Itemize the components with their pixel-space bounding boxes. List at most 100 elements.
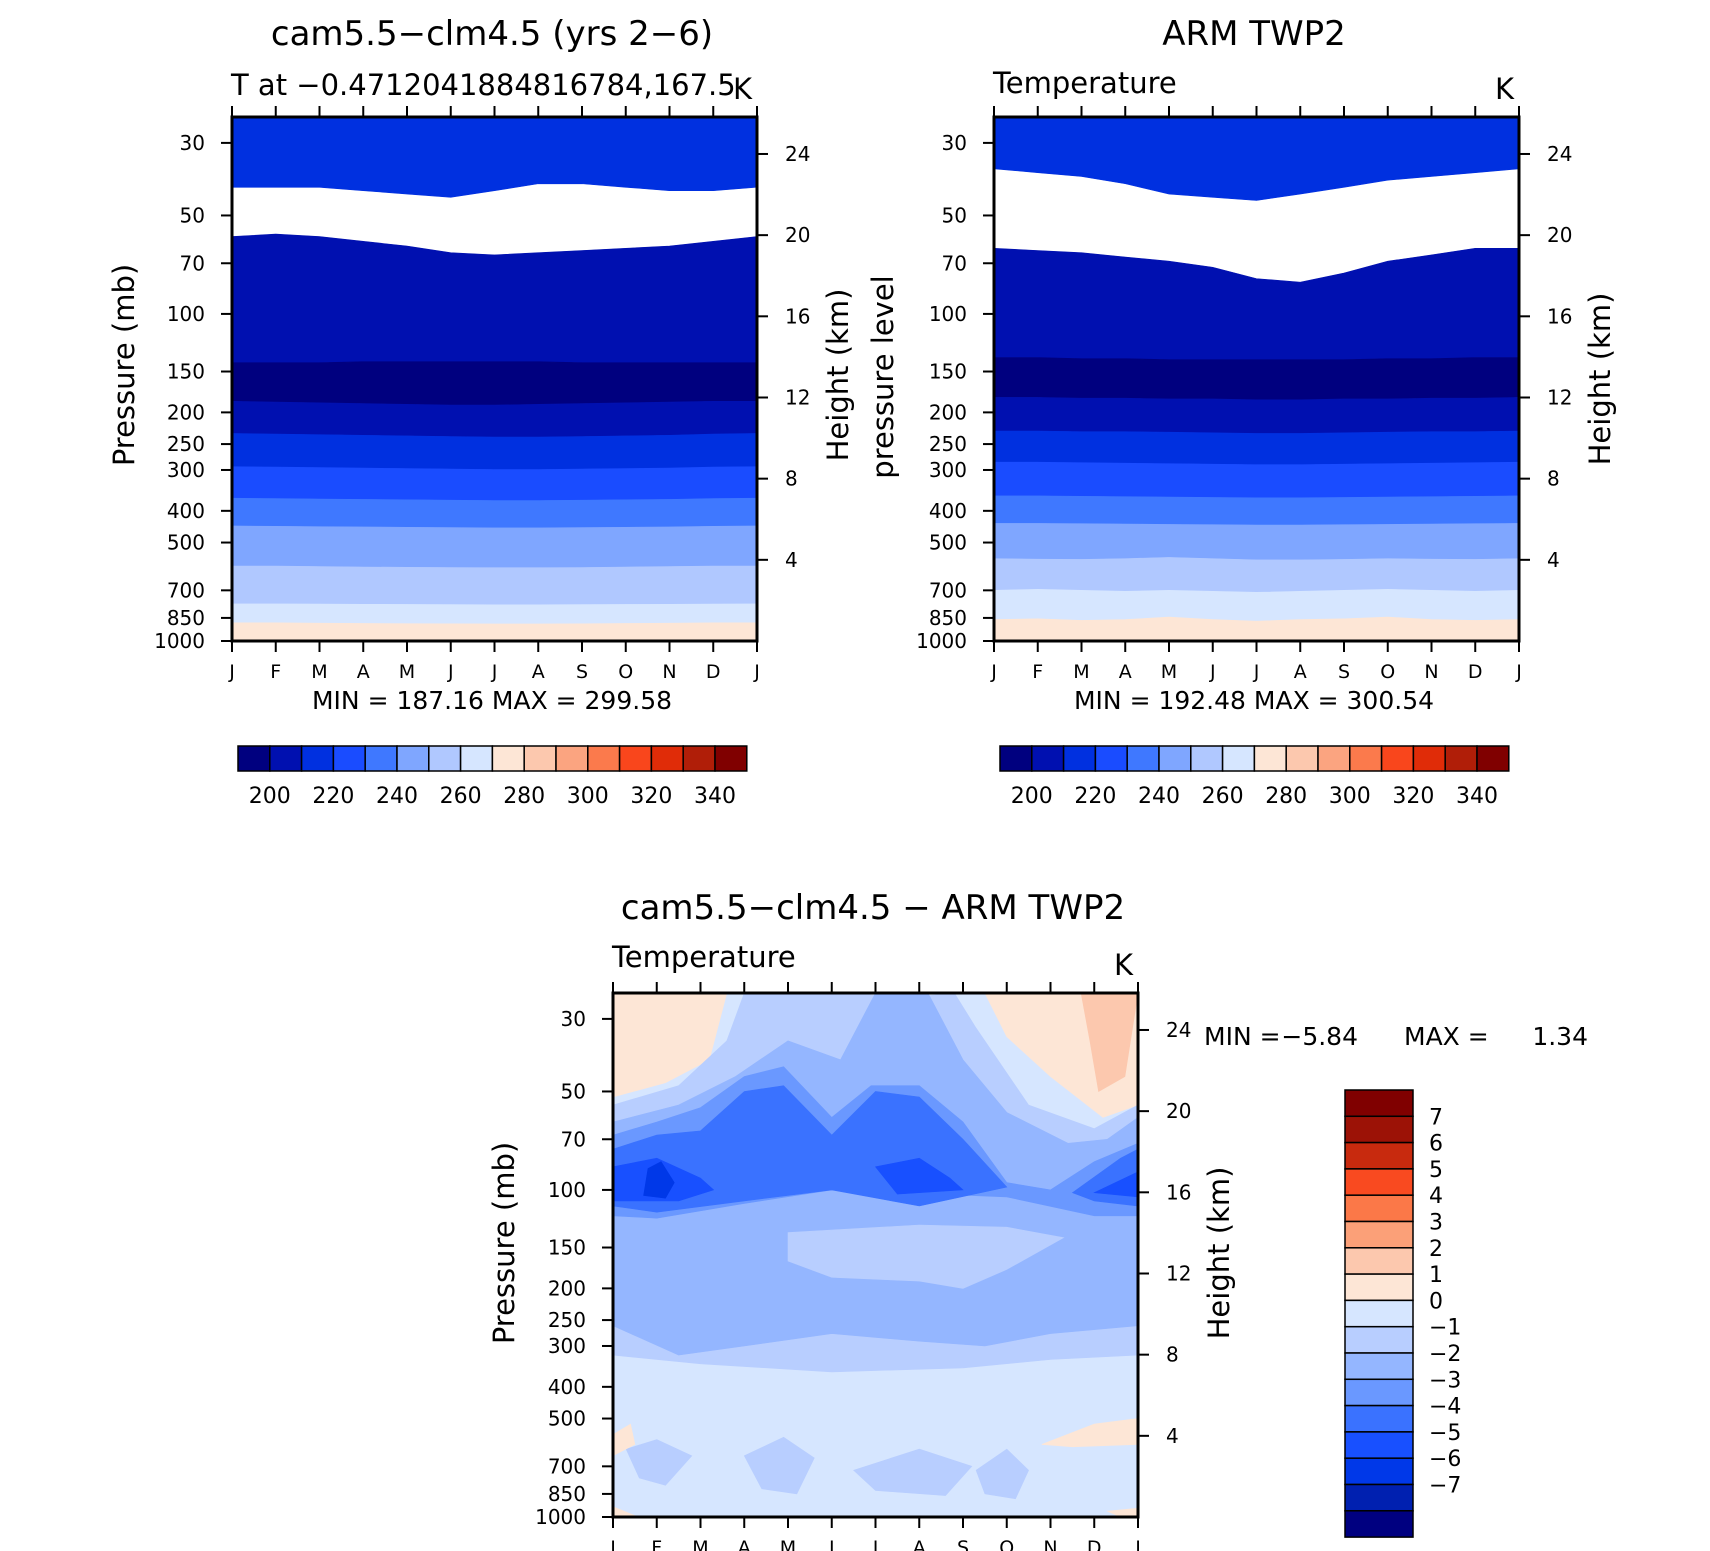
obs-xtick-label: J <box>1253 661 1260 683</box>
model-colorbar-label: 260 <box>440 784 482 809</box>
obs-ytick-label: 150 <box>929 360 967 384</box>
diff-max-value: 1.34 <box>1532 1022 1588 1051</box>
obs-colorbar-label: 220 <box>1074 784 1116 809</box>
diff-ytick-label: 700 <box>548 1454 586 1478</box>
model-y2tick-label: 4 <box>785 548 798 572</box>
obs-colorbar: 200 220 240 260 280 300 320 340 <box>999 745 1510 809</box>
diff-colorbar-box <box>1344 1168 1414 1196</box>
panel-model: cam5.5−clm4.5 (yrs 2−6) T at −0.47120418… <box>107 14 855 809</box>
diff-colorbar-box <box>1344 1220 1414 1249</box>
model-xtick-label: A <box>357 661 370 683</box>
obs-units: K <box>1495 72 1515 106</box>
obs-band-5 <box>993 461 1520 499</box>
diff-y2tick-label: 8 <box>1166 1343 1179 1367</box>
diff-min-label: MIN = <box>1204 1022 1281 1051</box>
obs-colorbar-label: 260 <box>1202 784 1244 809</box>
model-ytick-label: 50 <box>180 203 205 227</box>
obs-colorbar-box <box>1444 745 1478 772</box>
model-ytick-label: 400 <box>167 499 205 523</box>
diff-contour-plot <box>612 992 1139 1518</box>
model-title: cam5.5−clm4.5 (yrs 2−6) <box>271 14 713 54</box>
diff-xtick-label: S <box>957 1537 969 1551</box>
diff-colorbar-label: 0 <box>1429 1289 1443 1314</box>
model-colorbar: 200 220 240 260 280 300 320 340 <box>237 745 748 809</box>
obs-ytick-label: 70 <box>942 251 967 275</box>
model-ytick-label: 250 <box>167 432 205 456</box>
obs-colorbar-box <box>1126 745 1160 772</box>
model-ytick-label: 150 <box>167 360 205 384</box>
model-colorbar-label: 340 <box>694 784 736 809</box>
model-band-7 <box>231 525 758 569</box>
diff-title: cam5.5−clm4.5 − ARM TWP2 <box>621 888 1125 928</box>
model-ylabel: Pressure (mb) <box>107 264 141 466</box>
model-band-4 <box>231 433 758 470</box>
diff-colorbar-label: −1 <box>1429 1316 1461 1341</box>
model-xtick-label: D <box>706 661 721 683</box>
model-band-5 <box>231 466 758 501</box>
obs-y2label: Height (km) <box>1583 293 1617 466</box>
diff-colorbar-box <box>1344 1325 1414 1354</box>
model-band-1 <box>231 233 758 364</box>
diff-m1-mid <box>787 1224 1065 1289</box>
model-colorbar-box <box>650 745 684 772</box>
obs-band-9 <box>993 589 1520 622</box>
model-band-0 <box>231 116 758 198</box>
diff-m2-low1 <box>625 1439 693 1486</box>
diff-colorbar-box <box>1344 1299 1414 1328</box>
diff-ytick-label: 400 <box>548 1375 586 1399</box>
model-subtitle: T at −0.4712041884816784,167.5 <box>230 68 736 102</box>
obs-minmax: MIN = 192.48 MAX = 300.54 <box>1074 686 1434 715</box>
model-y2tick-label: 12 <box>785 385 810 409</box>
obs-colorbar-box <box>1380 745 1415 772</box>
model-ytick-label: 300 <box>167 458 205 482</box>
diff-ytick-label: 250 <box>548 1308 586 1332</box>
obs-y2tick-label: 12 <box>1547 385 1572 409</box>
diff-m2-low3 <box>853 1448 973 1496</box>
diff-colorbar-label: 2 <box>1429 1237 1443 1262</box>
diff-ytick-label: 50 <box>561 1079 586 1103</box>
model-band-6 <box>231 497 758 529</box>
obs-ytick-label: 100 <box>929 302 967 326</box>
model-y2label: Height (km) <box>821 289 855 462</box>
model-units: K <box>733 72 753 106</box>
obs-colorbar-box <box>1062 745 1097 772</box>
diff-y2label: Height (km) <box>1202 1167 1236 1340</box>
diff-colorbar-box <box>1344 1141 1414 1170</box>
model-colorbar-box <box>269 745 303 772</box>
model-xtick-label: M <box>399 661 415 683</box>
diff-xtick-label: M <box>780 1537 796 1551</box>
model-xtick-label: N <box>662 661 676 683</box>
diff-colorbar-label: 1 <box>1429 1263 1443 1288</box>
diff-y2tick-label: 12 <box>1166 1261 1191 1285</box>
model-colorbar-box <box>428 745 462 772</box>
obs-colorbar-box <box>1190 745 1224 772</box>
diff-units: K <box>1114 948 1134 982</box>
model-band-3 <box>231 401 758 438</box>
diff-xtick-label: F <box>651 1537 662 1551</box>
diff-xtick-label: J <box>609 1537 616 1551</box>
obs-colorbar-label: 340 <box>1456 784 1498 809</box>
obs-band-6 <box>993 495 1520 526</box>
model-band-8 <box>231 565 758 606</box>
model-xtick-label: S <box>576 661 588 683</box>
panel-obs: ARM TWP2 Temperature K J F M A M J J A S O N D J 30 50… <box>866 14 1617 809</box>
diff-ytick-label: 850 <box>548 1482 586 1506</box>
obs-colorbar-box <box>1285 745 1319 772</box>
obs-colorbar-box <box>1094 745 1128 772</box>
obs-ytick-label: 250 <box>929 432 967 456</box>
obs-xtick-label: J <box>1515 661 1522 683</box>
diff-ytick-label: 500 <box>548 1407 586 1431</box>
model-colorbar-label: 200 <box>249 784 291 809</box>
diff-m5-aug <box>874 1157 964 1195</box>
diff-m2-low4 <box>975 1448 1029 1500</box>
diff-colorbar-box <box>1344 1431 1414 1459</box>
obs-colorbar-label: 300 <box>1329 784 1371 809</box>
model-colorbar-label: 220 <box>312 784 354 809</box>
diff-colorbar-box <box>1344 1404 1414 1433</box>
obs-band-1 <box>993 247 1520 360</box>
model-contour-plot <box>231 116 758 642</box>
diff-colorbar-label: 3 <box>1429 1211 1443 1236</box>
obs-xtick-label: J <box>990 661 997 683</box>
obs-colorbar-label: 200 <box>1011 784 1053 809</box>
obs-band-2 <box>993 357 1520 401</box>
